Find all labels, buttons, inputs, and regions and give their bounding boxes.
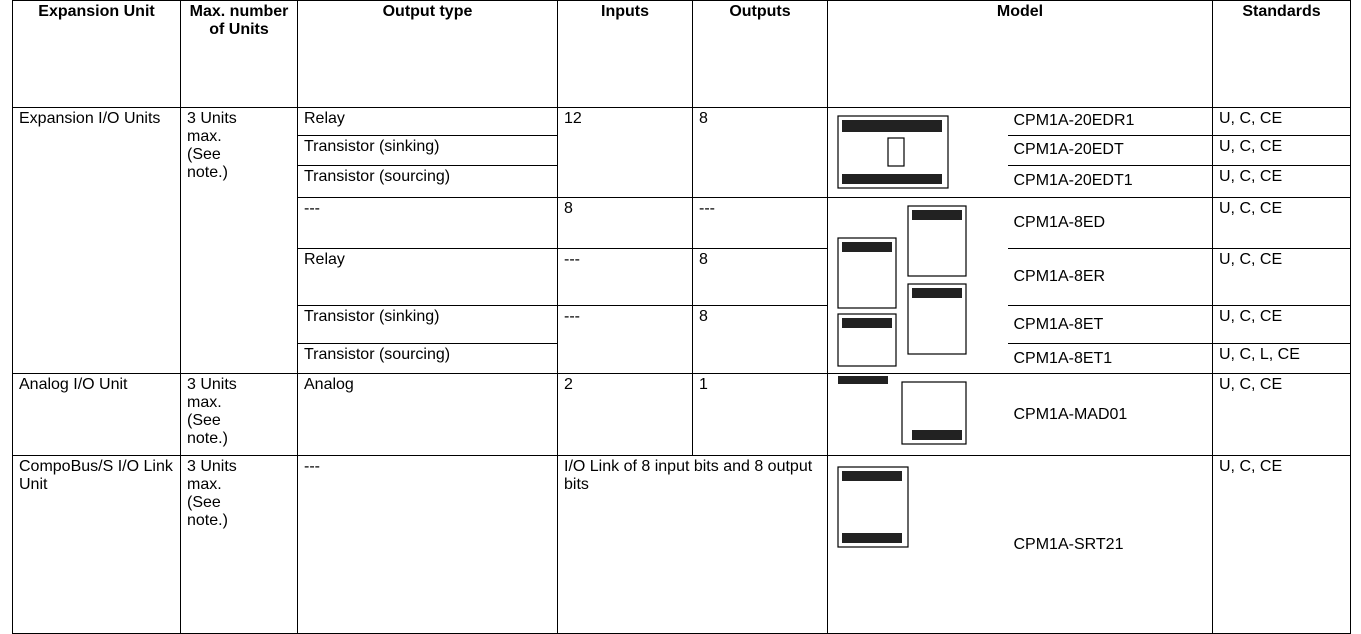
cell: 8 — [692, 107, 828, 198]
cell: CPM1A-8ET — [1007, 305, 1213, 344]
cell: Expansion I/O Units — [12, 107, 181, 374]
cell: --- — [297, 197, 558, 249]
unit-image — [837, 205, 967, 367]
cell: U, C, CE — [1212, 107, 1351, 136]
cell: CPM1A-8ED — [1007, 197, 1213, 249]
image-cell — [827, 373, 1008, 456]
cell: --- — [297, 455, 558, 634]
cell: CPM1A-8ET1 — [1007, 343, 1213, 374]
cell: U, C, CE — [1212, 197, 1351, 249]
cell: CompoBus/S I/O Link Unit — [12, 455, 181, 634]
cell: 8 — [692, 248, 828, 306]
cell: Relay — [297, 248, 558, 306]
cell: 8 — [557, 197, 693, 249]
cell: CPM1A-SRT21 — [1007, 455, 1213, 634]
cell: Analog — [297, 373, 558, 456]
cell: U, C, CE — [1212, 164, 1351, 199]
cell: U, C, CE — [1212, 248, 1351, 306]
image-cell — [827, 455, 1008, 634]
header-cell: Expansion Unit — [12, 0, 181, 108]
cell: Transistor (sinking) — [297, 305, 558, 344]
cell: Transistor (sourcing) — [297, 343, 558, 374]
cell: 3 Units max. (See note.) — [180, 455, 298, 634]
cell-text: 3 Units max. (See note.) — [187, 376, 237, 447]
unit-image — [838, 376, 967, 445]
cell: 8 — [692, 305, 828, 374]
cell: 12 — [557, 107, 693, 198]
cell: CPM1A-8ER — [1007, 248, 1213, 306]
cell: U, C, CE — [1212, 134, 1351, 166]
cell: CPM1A-MAD01 — [1007, 373, 1213, 456]
header-cell: Standards — [1212, 0, 1351, 108]
cell: 2 — [557, 373, 693, 456]
header-cell: Max. number of Units — [180, 0, 298, 108]
cell: U, C, L, CE — [1212, 343, 1351, 374]
cell: --- — [557, 248, 693, 306]
cell: Transistor (sourcing) — [297, 164, 558, 199]
cell: CPM1A-20EDR1 — [1007, 107, 1213, 136]
cell: 1 — [692, 373, 828, 456]
unit-image — [837, 466, 909, 548]
header-cell: Model — [827, 0, 1213, 108]
unit-image — [837, 115, 949, 189]
cell: U, C, CE — [1212, 305, 1351, 344]
header-cell: Inputs — [557, 0, 693, 108]
cell: I/O Link of 8 input bits and 8 output bi… — [557, 455, 828, 634]
cell: Analog I/O Unit — [12, 373, 181, 456]
image-cell — [827, 197, 1008, 374]
image-cell — [827, 107, 1008, 198]
cell: U, C, CE — [1212, 373, 1351, 456]
cell: Relay — [297, 107, 558, 136]
header-cell: Output type — [297, 0, 558, 108]
cell: --- — [557, 305, 693, 374]
cell: 3 Units max. (See note.) — [180, 107, 298, 374]
header-cell: Outputs — [692, 0, 828, 108]
cell: --- — [692, 197, 828, 249]
units-table: Expansion Unit Max. number of Units Outp… — [12, 0, 1351, 634]
cell: 3 Units max. (See note.) — [180, 373, 298, 456]
cell: CPM1A-20EDT — [1007, 134, 1213, 166]
cell: U, C, CE — [1212, 455, 1351, 634]
cell-text: 3 Units max. (See note.) — [187, 458, 237, 529]
cell-text: 3 Units max. (See note.) — [187, 110, 237, 181]
cell: CPM1A-20EDT1 — [1007, 164, 1213, 199]
cell: Transistor (sinking) — [297, 134, 558, 166]
